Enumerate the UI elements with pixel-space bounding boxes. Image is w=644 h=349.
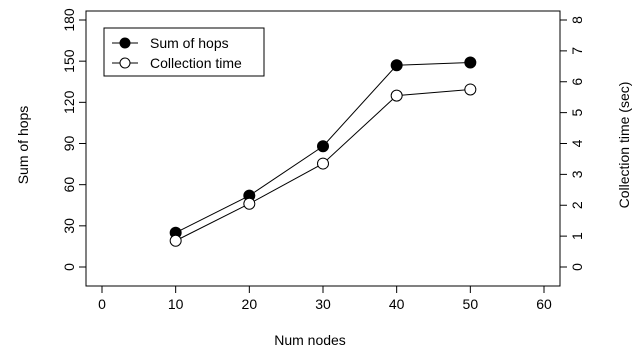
y-right-tick-label: 8	[569, 16, 585, 24]
series-layer	[169, 56, 477, 247]
x-tick-label: 60	[536, 296, 552, 312]
data-point	[317, 140, 329, 153]
data-point	[390, 89, 403, 102]
y-right-tick-label: 5	[569, 109, 585, 117]
y-right-axis-title: Collection time (sec)	[616, 82, 632, 209]
y-left-tick-label: 30	[61, 218, 77, 234]
data-point	[390, 59, 403, 72]
data-point	[464, 83, 477, 96]
y-right-tick-label: 7	[569, 47, 585, 55]
y-left-axis-title: Sum of hops	[15, 106, 31, 185]
x-tick-label: 10	[168, 296, 184, 312]
y-left-tick-label: 150	[61, 49, 77, 73]
y-right-tick-label: 3	[569, 170, 585, 178]
legend-swatch-marker	[119, 57, 131, 69]
x-tick-label: 40	[389, 296, 405, 312]
data-point	[317, 157, 329, 170]
y-right-tick-label: 4	[569, 139, 585, 147]
y-left-tick-label: 120	[61, 90, 77, 114]
x-axis-title: Num nodes	[274, 332, 346, 348]
legend: Sum of hops Collection time	[103, 27, 265, 77]
x-tick-label: 20	[242, 296, 258, 312]
data-point	[464, 56, 477, 69]
y-right-tick-label: 2	[569, 201, 585, 209]
axes: 0 10 20 30 40 50 60 0 30 60 90 120 150 180 0 1 2 3 4 5 6 7 8	[61, 8, 585, 312]
x-tick-label: 30	[315, 296, 331, 312]
legend-label: Collection time	[150, 55, 242, 71]
data-point	[169, 234, 182, 247]
y-right-tick-label: 0	[569, 263, 585, 271]
data-point	[243, 197, 256, 210]
y-right-tick-label: 6	[569, 78, 585, 86]
y-left-tick-label: 0	[61, 263, 77, 271]
x-tick-label: 0	[98, 296, 106, 312]
y-left-tick-label: 180	[61, 8, 77, 32]
y-right-tick-label: 1	[569, 232, 585, 240]
legend-swatch-marker	[119, 37, 131, 49]
y-left-tick-label: 90	[61, 136, 77, 152]
x-tick-label: 50	[463, 296, 479, 312]
legend-label: Sum of hops	[150, 35, 229, 51]
y-left-tick-label: 60	[61, 177, 77, 193]
legend-box	[103, 27, 265, 77]
